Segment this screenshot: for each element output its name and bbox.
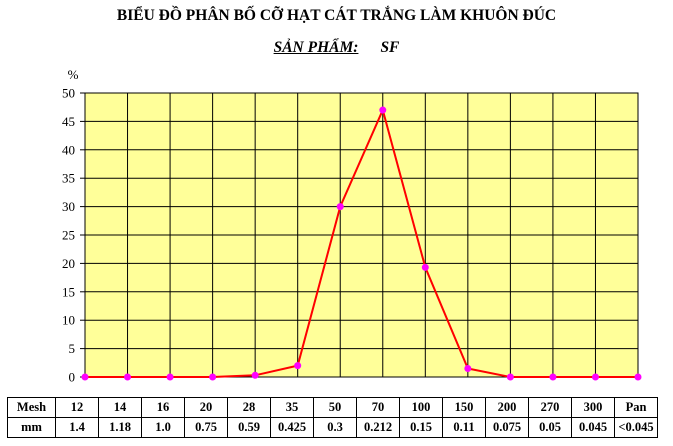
y-tick-label: 35 <box>62 171 75 186</box>
mesh-cell: 200 <box>485 397 529 418</box>
data-point <box>124 373 132 381</box>
y-tick-label: 30 <box>62 199 75 214</box>
mm-cell: 1.4 <box>55 417 99 438</box>
data-point <box>251 371 259 379</box>
series-line <box>85 107 638 378</box>
mesh-cell: 20 <box>184 397 228 418</box>
mm-cell: 1.18 <box>98 417 142 438</box>
y-tick-label: 0 <box>69 370 76 385</box>
data-point <box>336 203 344 211</box>
subtitle-label: SẢN PHẨM: <box>273 39 359 56</box>
y-tick-label: 40 <box>62 142 75 157</box>
mm-cell: 0.045 <box>571 417 615 438</box>
chart-title: BIỂU ĐỒ PHÂN BỐ CỠ HẠT CÁT TRẮNG LÀM KHU… <box>116 7 557 24</box>
y-tick-label: 15 <box>62 284 75 299</box>
mm-cell: 0.59 <box>227 417 271 438</box>
mm-cell: 0.05 <box>528 417 572 438</box>
data-point <box>634 373 642 381</box>
mesh-cell: 14 <box>98 397 142 418</box>
y-tick-label: 10 <box>62 313 75 328</box>
mm-cell: 0.425 <box>270 417 314 438</box>
data-point <box>379 106 387 114</box>
data-point <box>209 373 217 381</box>
mm-cell: 0.3 <box>313 417 357 438</box>
mm-cell: 1.0 <box>141 417 185 438</box>
data-point <box>591 373 599 381</box>
y-tick-label: 25 <box>62 228 75 243</box>
mesh-cell: 270 <box>528 397 572 418</box>
y-axis-ticks: 0 5 10 15 20 25 30 35 40 45 50 <box>62 86 85 385</box>
mesh-cell: 16 <box>141 397 185 418</box>
y-tick-label: 20 <box>62 256 75 271</box>
mesh-cell: 50 <box>313 397 357 418</box>
y-tick-label: 45 <box>62 114 75 129</box>
data-point <box>166 373 174 381</box>
data-point <box>294 362 302 370</box>
data-point <box>464 364 472 372</box>
mesh-cell: 70 <box>356 397 400 418</box>
mm-cell: 0.15 <box>399 417 443 438</box>
mm-cell: 0.075 <box>485 417 529 438</box>
mm-row-label: mm <box>7 417 56 438</box>
mesh-cell: 300 <box>571 397 615 418</box>
mesh-table: Mesh 12 14 16 20 28 35 50 70 100 150 200 270 300 Pan … <box>7 397 658 438</box>
mm-cell: 0.212 <box>356 417 400 438</box>
y-tick-label: 50 <box>62 86 75 101</box>
mm-cell: <0.045 <box>614 417 658 438</box>
mesh-cell: 150 <box>442 397 486 418</box>
series-group <box>81 106 642 381</box>
y-axis-label: % <box>68 67 79 82</box>
mesh-cell: 12 <box>55 397 99 418</box>
subtitle-value: SF <box>380 39 400 56</box>
mesh-row: Mesh 12 14 16 20 28 35 50 70 100 150 200 270 300 Pan <box>7 397 658 418</box>
chart-subtitle: SẢN PHẨM: SF <box>0 39 673 57</box>
mm-cell: 0.75 <box>184 417 228 438</box>
mm-cell: 0.11 <box>442 417 486 438</box>
mm-row: mm 1.4 1.18 1.0 0.75 0.59 0.425 0.3 0.212 0.15 0.… <box>7 417 658 438</box>
data-point <box>549 373 557 381</box>
y-tick-label: 5 <box>69 341 76 356</box>
mesh-cell: 100 <box>399 397 443 418</box>
data-point <box>421 263 429 271</box>
data-point <box>81 373 89 381</box>
mesh-cell: 28 <box>227 397 271 418</box>
mesh-row-label: Mesh <box>7 397 56 418</box>
mesh-cell: Pan <box>614 397 658 418</box>
data-point <box>506 373 514 381</box>
line-chart: 0 5 10 15 20 25 30 35 40 45 50 % <box>62 67 642 385</box>
mesh-cell: 35 <box>270 397 314 418</box>
